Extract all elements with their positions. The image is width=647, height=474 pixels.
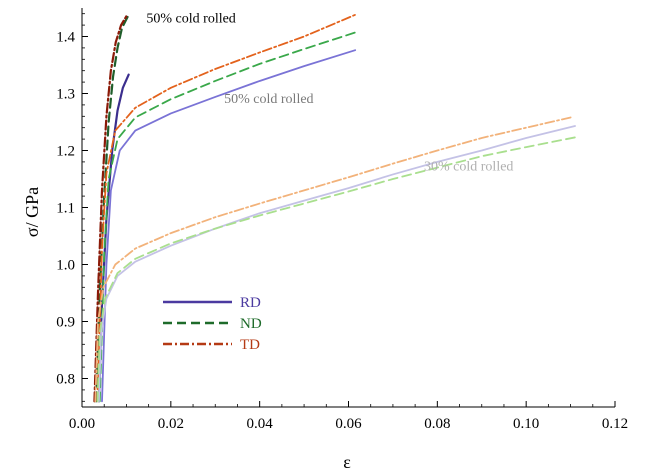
series-line-curve-8 — [94, 116, 572, 403]
annotation-label: 50% cold rolled — [224, 92, 313, 107]
x-tick-label: 0.06 — [335, 416, 362, 432]
y-tick-label: 0.9 — [56, 315, 75, 331]
series-line-curve-5 — [96, 13, 357, 403]
y-tick-label: 1.4 — [56, 30, 75, 46]
x-tick-label: 0.00 — [69, 416, 95, 432]
series-line-curve-6 — [97, 125, 576, 403]
x-tick-label: 0.08 — [424, 416, 450, 432]
x-axis-label: ε — [343, 452, 351, 472]
series-line-td — [93, 14, 128, 403]
annotations-layer: 50% cold rolled 50% cold rolled 30% cold r… — [146, 11, 513, 174]
annotation-label: 30% cold rolled — [424, 159, 513, 174]
legend-label-td: TD — [240, 337, 260, 353]
series-line-curve-3 — [101, 49, 357, 403]
y-tick-label: 1.1 — [56, 201, 75, 217]
y-axis-label: σ/ GPa — [22, 187, 42, 237]
series-line-nd — [95, 15, 129, 403]
legend-label-rd: RD — [240, 295, 261, 311]
annotation-label: 50% cold rolled — [146, 11, 235, 26]
legend-label-nd: ND — [240, 316, 262, 332]
axes-layer: 0.00 0.02 0.04 0.06 0.08 0.10 0.12 0.8 0.9 1.0 1.1… — [56, 8, 628, 432]
curves-layer — [93, 13, 576, 403]
x-tick-label: 0.12 — [602, 416, 628, 432]
x-tick-label: 0.10 — [513, 416, 539, 432]
series-line-curve-4 — [98, 31, 357, 403]
series-line-rd — [97, 73, 130, 403]
y-tick-label: 1.0 — [56, 258, 75, 274]
y-tick-label: 1.2 — [56, 144, 75, 160]
legend: RD ND TD — [163, 295, 262, 353]
y-tick-label: 1.3 — [56, 87, 75, 103]
series-line-curve-7 — [96, 136, 576, 403]
x-tick-label: 0.02 — [158, 416, 184, 432]
y-tick-label: 0.8 — [56, 372, 75, 388]
x-tick-label: 0.04 — [247, 416, 274, 432]
